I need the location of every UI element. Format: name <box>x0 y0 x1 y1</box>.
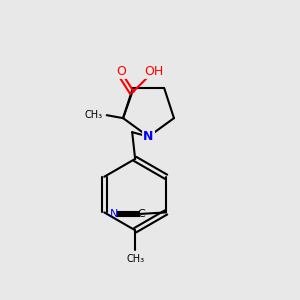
Text: OH: OH <box>144 65 163 78</box>
Text: CH₃: CH₃ <box>126 254 144 264</box>
Text: N: N <box>143 130 154 143</box>
Text: O: O <box>117 65 127 78</box>
Text: N: N <box>110 209 118 219</box>
Text: C: C <box>138 209 146 219</box>
Text: CH₃: CH₃ <box>84 110 102 120</box>
